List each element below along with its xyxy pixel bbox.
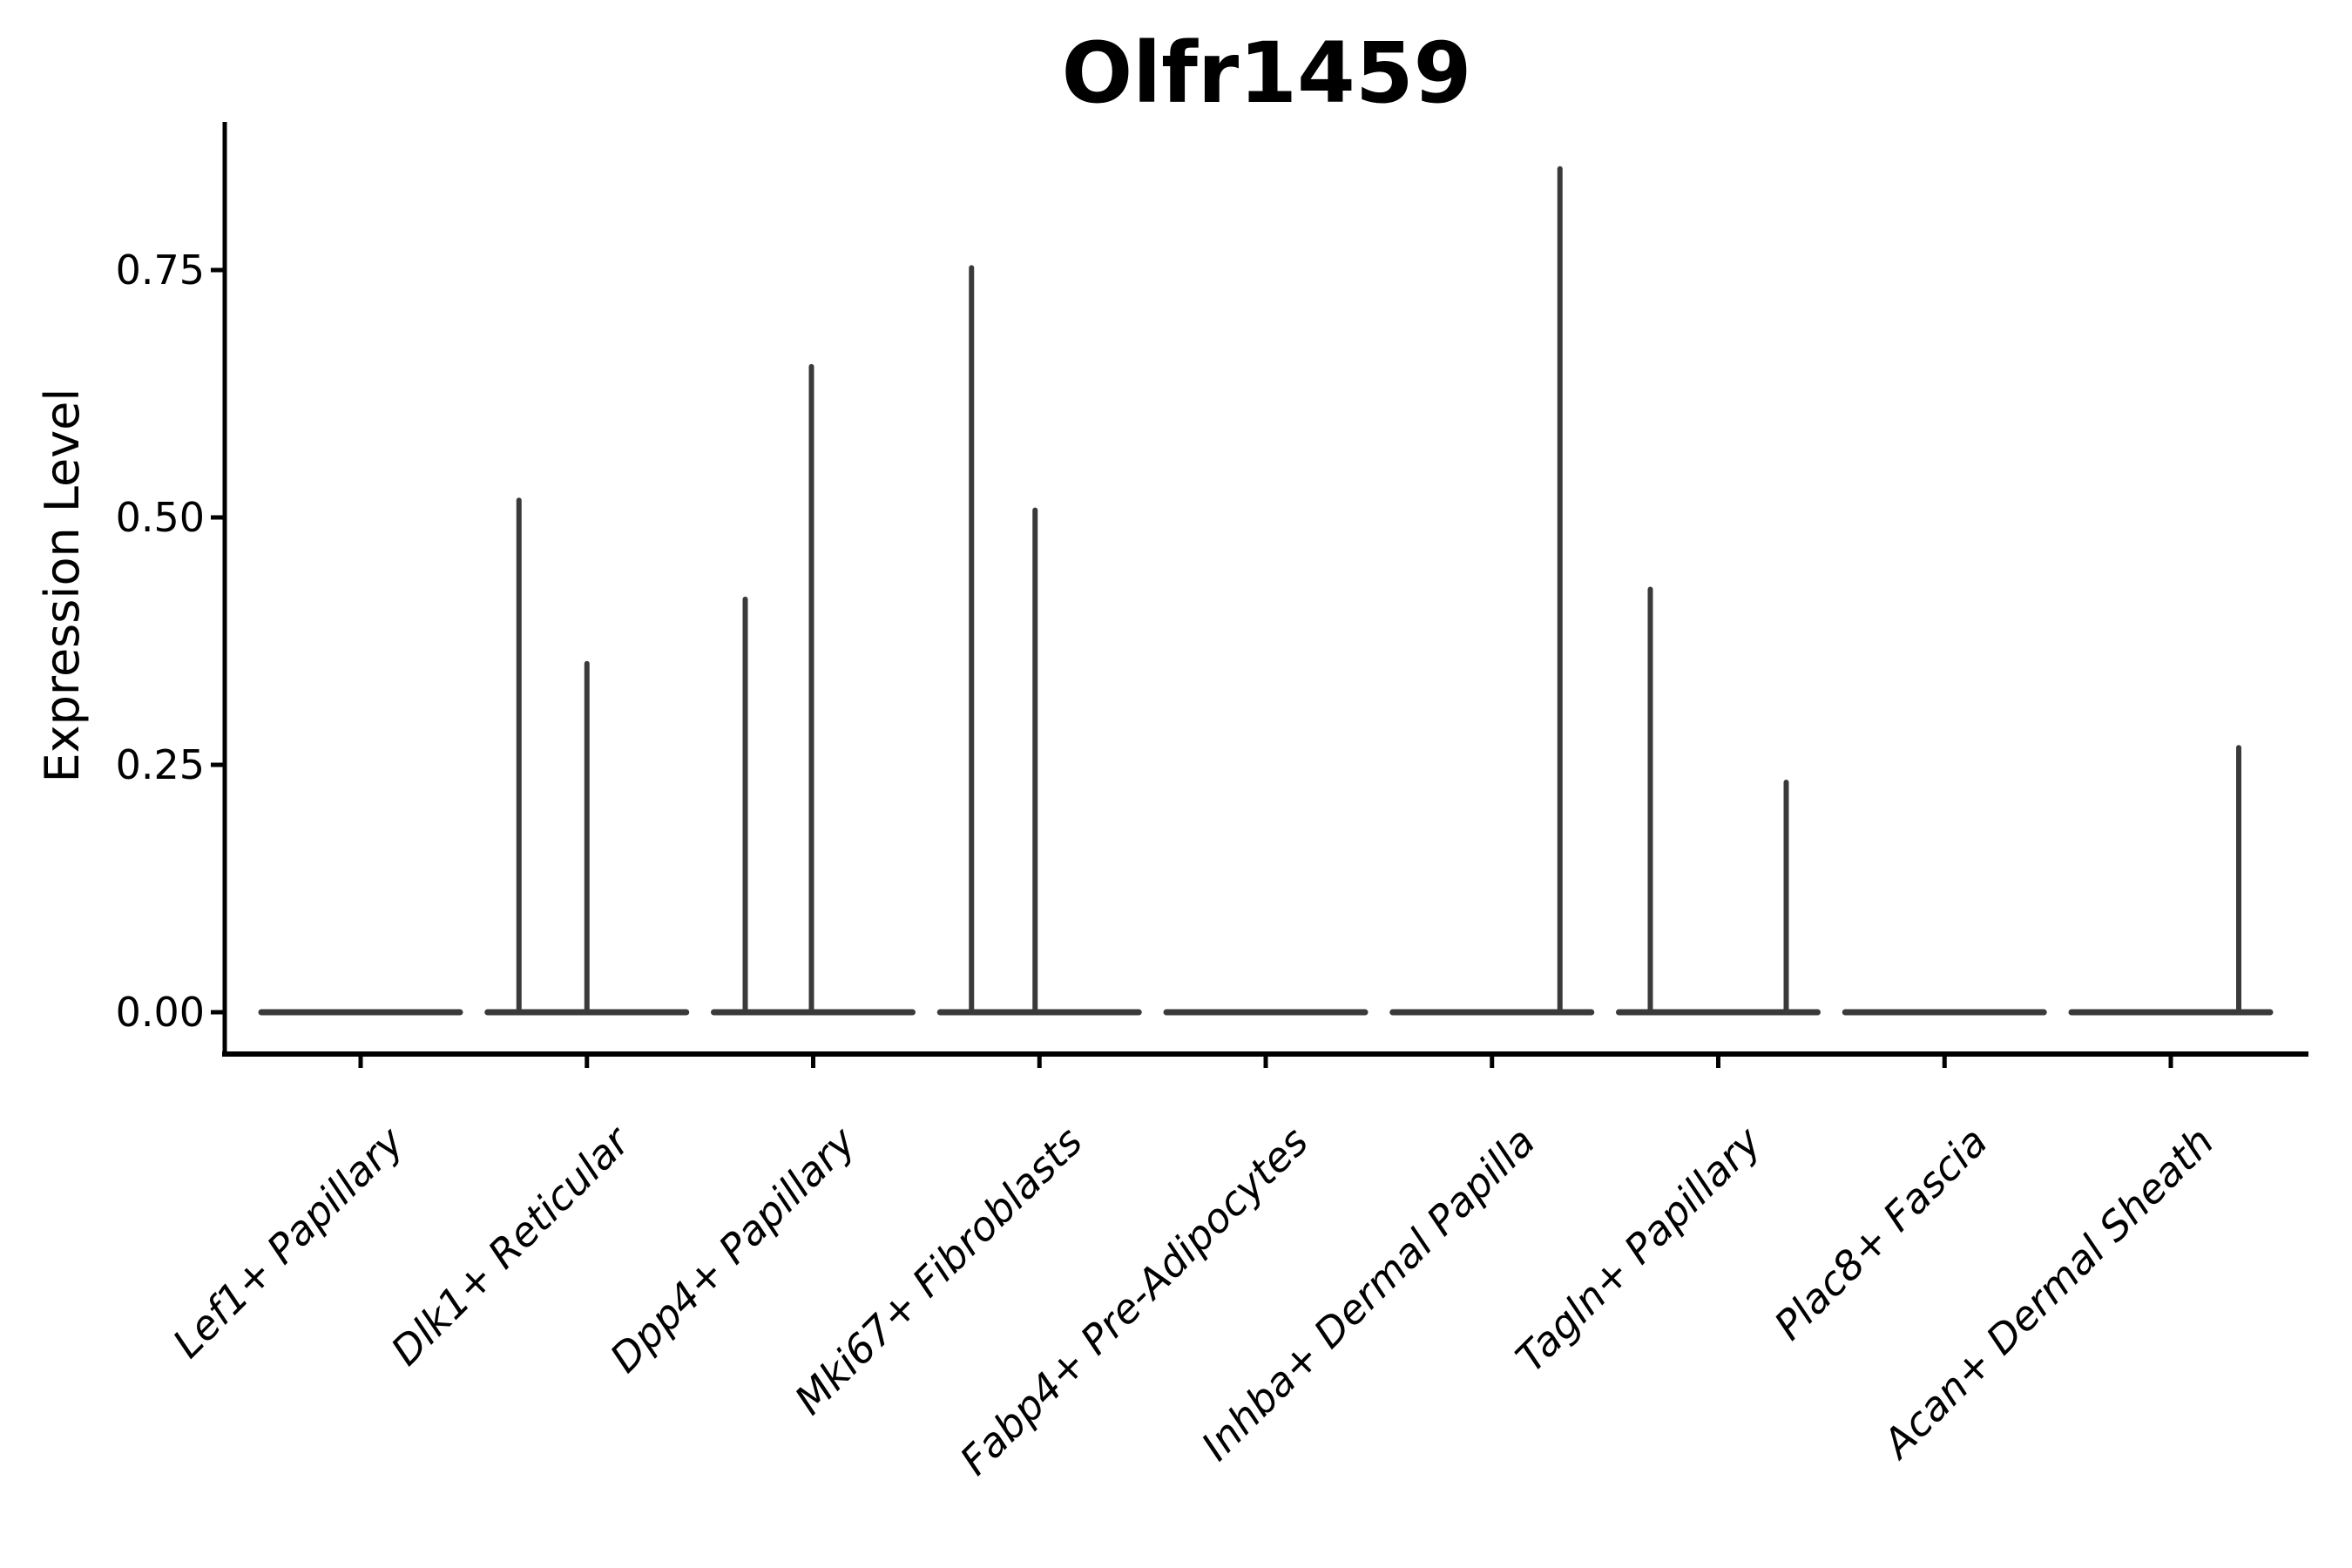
y-tick-label: 0.25 [115, 741, 205, 788]
y-tick-label: 0.00 [115, 989, 205, 1036]
y-tick-label: 0.50 [115, 494, 205, 541]
y-tick-label: 0.75 [115, 247, 205, 294]
chart-title: Olfr1459 [1061, 24, 1472, 122]
